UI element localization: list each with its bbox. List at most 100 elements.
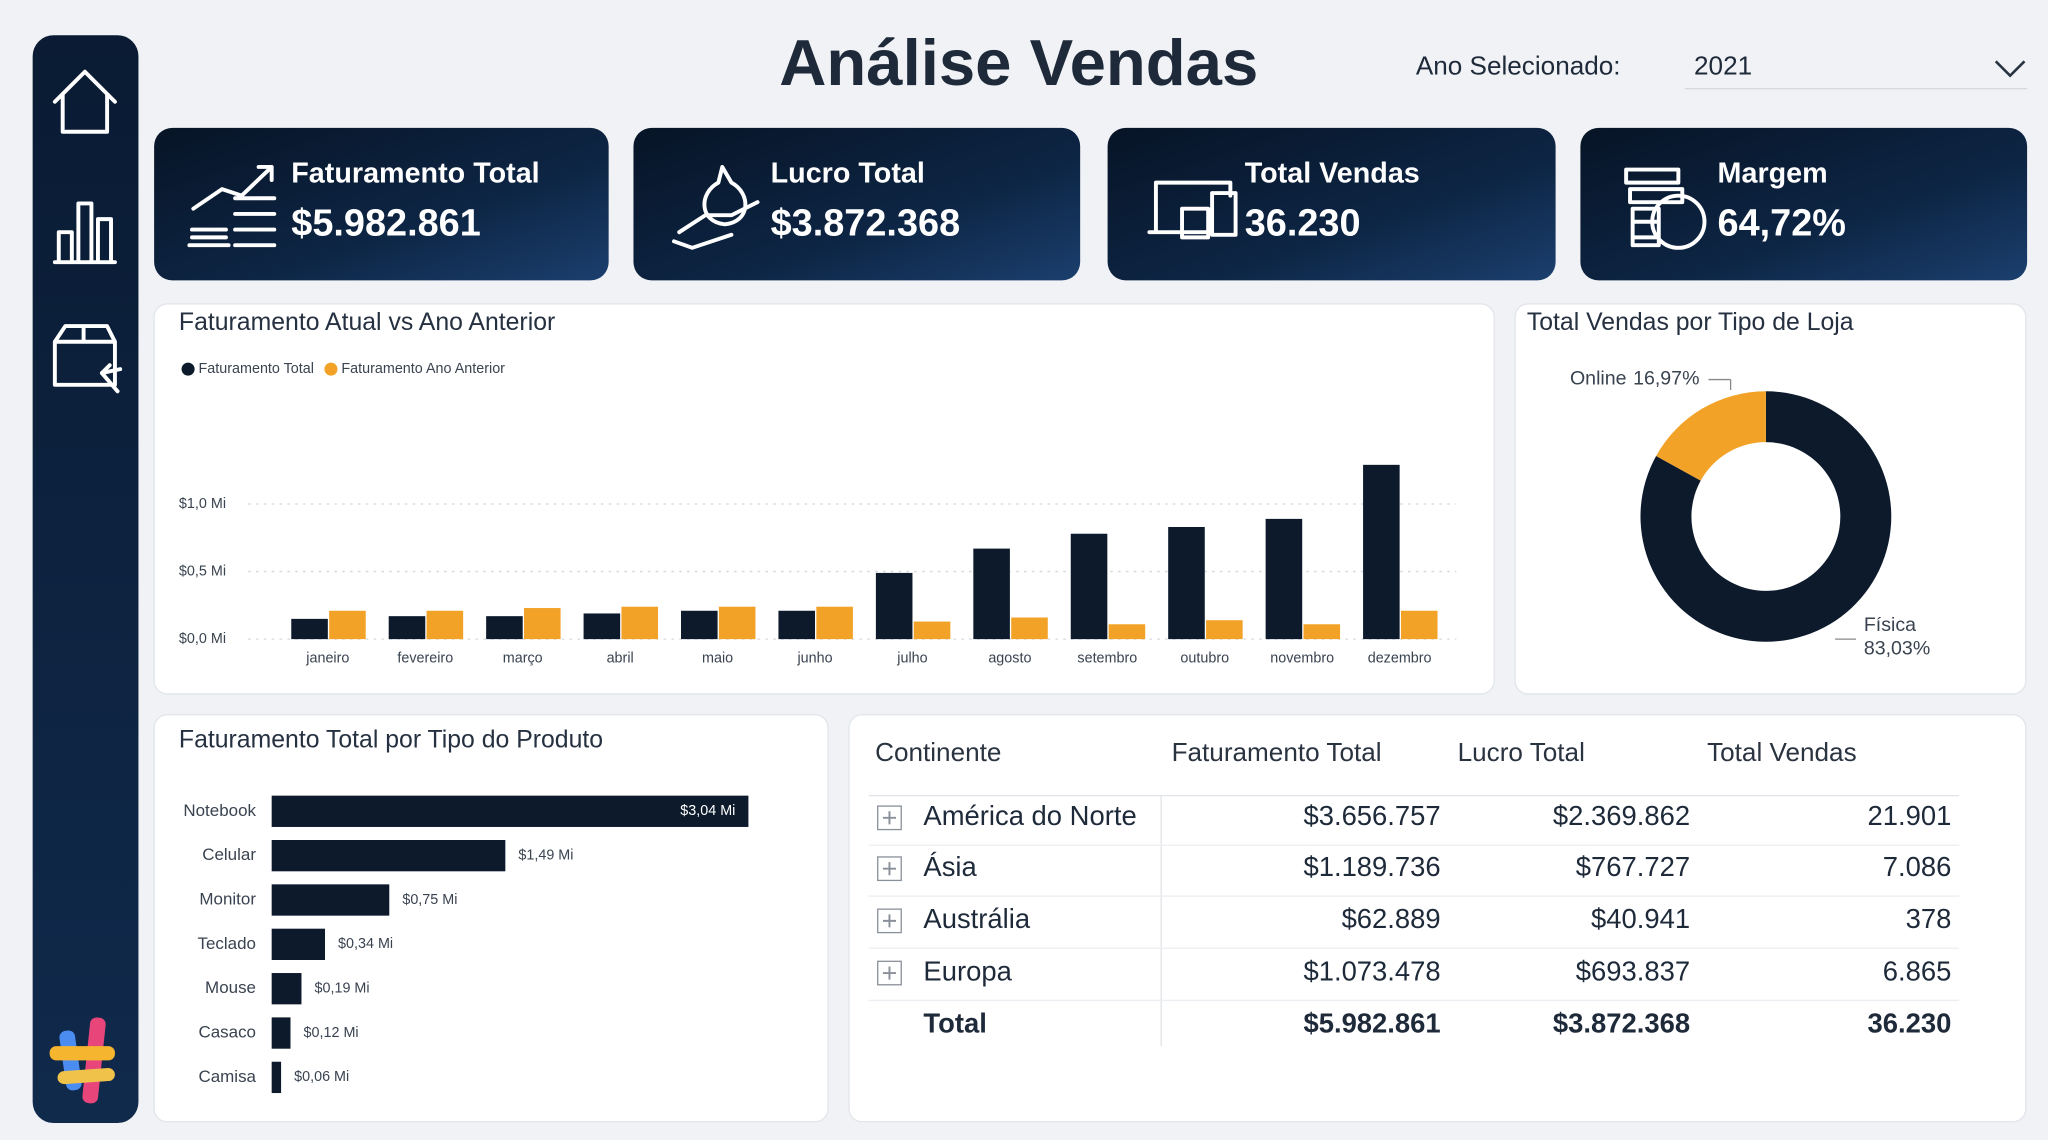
x-tick-label: fevereiro [397,650,453,666]
table-cell: América do Norte [923,800,1136,831]
table-total: Total [923,1007,986,1038]
page-title: Análise Vendas [779,26,1258,99]
y-tick-label: $0,5 Mi [179,563,226,579]
table-cell: 7.086 [1883,851,1952,882]
bar [973,548,1010,640]
value-label: $0,75 Mi [402,892,457,908]
table-cell: $40.941 [1591,903,1690,934]
kpi-card: Total Vendas 36.230 [1107,127,1556,281]
y-tick-label: Notebook [183,801,256,820]
kpi-icon [671,165,760,250]
x-tick-label: março [503,650,543,666]
x-tick-label: janeiro [305,650,349,666]
x-tick-label: maio [702,650,733,666]
bar [718,606,756,640]
bar [388,616,426,640]
x-tick-label: agosto [988,650,1031,666]
donut-slice [1640,391,1892,642]
expand-button[interactable] [877,805,902,831]
chart-title: Total Vendas por Tipo de Loja [1527,309,1854,336]
bar [1400,610,1438,640]
bar [486,616,523,640]
table-total: 36.230 [1868,1007,1952,1038]
value-label: $0,06 Mi [294,1069,349,1085]
value-label: $3,04 Mi [680,803,735,819]
table-total: $5.982.861 [1303,1007,1440,1038]
expand-box [877,908,902,934]
bar [291,618,328,640]
box-icon[interactable] [52,324,123,394]
table-cell: 21.901 [1868,800,1952,831]
expand-plus [882,914,896,928]
dropdown-chevron[interactable] [1994,60,2026,78]
bar [1011,617,1048,640]
expand-box [877,805,902,831]
table-cell: $2.369.862 [1553,800,1690,831]
legend-marker [181,362,195,376]
bar [1265,518,1303,640]
bar [681,610,718,640]
y-tick-label: $0,0 Mi [179,631,226,647]
bar [271,884,390,916]
kpi-value: $5.982.861 [291,203,481,245]
value-label: $0,34 Mi [338,936,393,952]
kpi-card: Lucro Total $3.872.368 [633,127,1081,281]
kpi-card: Margem 64,72% [1580,127,2028,281]
expand-button[interactable] [877,908,902,934]
kpi-label: Faturamento Total [291,157,539,189]
bar [583,613,621,640]
kpi-card: Faturamento Total $5.982.861 [154,127,609,281]
table-header: Continente [875,737,1001,767]
kpi-icon [187,165,277,248]
table-panel [848,714,2027,1123]
table-cell: 378 [1906,903,1952,934]
bar [1108,624,1146,640]
x-tick-label: junho [796,650,832,666]
bar [1168,526,1205,640]
expand-box [877,856,902,882]
slice-value-label: 83,03% [1864,638,1930,660]
slice-label: Online [1570,368,1627,390]
table-header: Lucro Total [1458,737,1585,767]
expand-button[interactable] [877,856,902,882]
table-total: $3.872.368 [1553,1007,1690,1038]
table-header: Total Vendas [1707,737,1857,767]
bar [913,621,951,640]
kpi-value: 64,72% [1718,203,1846,245]
table-cell: Austrália [923,903,1030,934]
bar [271,973,302,1005]
table-cell: $62.889 [1342,903,1441,934]
bar [1206,620,1243,640]
bar [271,840,506,872]
bar [271,795,749,827]
filter-value[interactable]: 2021 [1694,51,1752,81]
expand-button[interactable] [877,960,902,986]
kpi-value: $3.872.368 [771,203,961,245]
expand-plus [882,966,896,980]
value-label: $1,49 Mi [518,847,573,863]
table-cell: $767.727 [1576,851,1690,882]
sidebar [32,35,139,1124]
home-icon[interactable] [52,69,117,134]
hbar-panel [153,714,829,1123]
x-tick-label: dezembro [1368,650,1432,666]
kpi-card-bg [633,127,1081,281]
bar [816,606,853,640]
bar [1303,624,1341,640]
y-tick-label: Mouse [205,978,256,997]
kpi-label: Margem [1718,157,1828,189]
y-tick-label: Teclado [198,934,256,953]
bar [271,1061,282,1094]
year-dropdown[interactable]: 2021 [1684,51,2028,90]
y-tick-label: Casaco [198,1023,256,1042]
legend-marker [324,362,338,376]
chart-icon[interactable] [52,201,117,265]
bar [271,1017,291,1049]
bar [875,572,913,640]
bar [1070,533,1108,640]
bar [524,608,561,640]
table-cell: $3.656.757 [1303,800,1440,831]
x-tick-label: outubro [1180,650,1229,666]
legend-label: Faturamento Ano Anterior [341,361,505,377]
value-label: $0,12 Mi [304,1025,359,1041]
